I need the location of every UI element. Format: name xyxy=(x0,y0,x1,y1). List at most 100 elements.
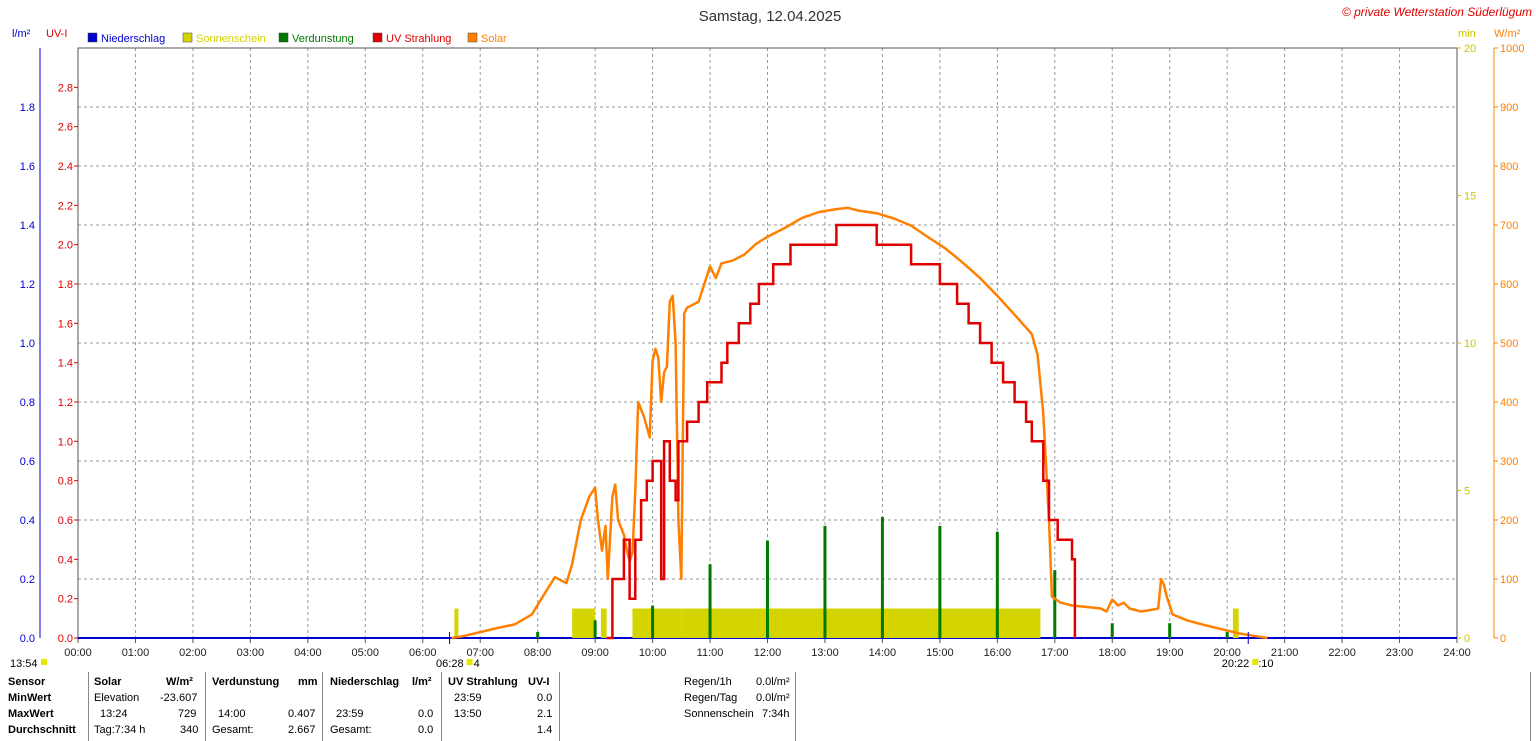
precip-tick-label-7: 1.4 xyxy=(20,220,35,232)
precip-tick-label-3: 0.6 xyxy=(20,456,35,468)
x-tick-label-7: 07:00 xyxy=(466,647,494,659)
niederschlag-head: Niederschlag xyxy=(330,676,400,688)
uv-tick-label-14: 2.8 xyxy=(58,82,73,94)
uv-tick-label-10: 2.0 xyxy=(58,240,73,252)
left-unit-uv: UV-I xyxy=(46,28,67,40)
uv-min-time: 23:59 xyxy=(454,692,482,704)
niederschlag-unit: l/m² xyxy=(412,676,432,688)
sunshine-bar-0 xyxy=(454,608,459,638)
niederschlag-avg-val: 0.0 xyxy=(418,724,434,736)
x-tick-label-0: 00:00 xyxy=(64,647,92,659)
verdunstung-avg-val: 2.667 xyxy=(288,724,316,736)
x-tick-label-1: 01:00 xyxy=(122,647,150,659)
legend-label-2: Verdunstung xyxy=(292,33,354,45)
precip-tick-label-6: 1.2 xyxy=(20,279,35,291)
sun-tick-label-1: 5 xyxy=(1464,486,1470,498)
uv-tick-label-12: 2.4 xyxy=(58,161,73,173)
x-tick-label-24: 24:00 xyxy=(1443,647,1471,659)
sunrise-sun-icon xyxy=(466,659,473,665)
sunshine-bar-5 xyxy=(1232,608,1239,638)
legend-label-1: Sonnenschein xyxy=(196,33,266,45)
precip-tick-label-0: 0.0 xyxy=(20,633,35,645)
grid xyxy=(78,48,1457,638)
sunset-sun-icon xyxy=(1252,659,1259,665)
x-tick-label-8: 08:00 xyxy=(524,647,552,659)
legend-label-4: Solar xyxy=(481,33,507,45)
niederschlag-avg-label: Gesamt: xyxy=(330,724,372,736)
uv-tick-label-11: 2.2 xyxy=(58,200,73,212)
weather-chart: Samstag, 12.04.2025 © private Wetterstat… xyxy=(10,5,1532,670)
uv-tick-label-7: 1.4 xyxy=(58,358,73,370)
uv-tick-label-4: 0.8 xyxy=(58,476,73,488)
solar-min-val: -23.607 xyxy=(160,692,198,704)
durchschnitt-label: Durchschnitt xyxy=(8,724,76,736)
legend-swatch-1 xyxy=(182,32,193,43)
uv-head: UV Strahlung xyxy=(448,676,518,688)
solar-tick-label-8: 800 xyxy=(1500,161,1518,173)
uv-tick-label-0: 0.0 xyxy=(58,633,73,645)
solar-tick-label-0: 0 xyxy=(1500,633,1506,645)
chart-title: Samstag, 12.04.2025 xyxy=(699,8,842,25)
x-tick-label-19: 19:00 xyxy=(1156,647,1184,659)
chart-marks: 06:28 4 20:22:10 13:54 xyxy=(10,206,1457,670)
precip-tick-label-5: 1.0 xyxy=(20,338,35,350)
uv-max-time: 13:50 xyxy=(454,708,482,720)
solar-tick-label-6: 600 xyxy=(1500,279,1518,291)
sun-tick-label-4: 20 xyxy=(1464,43,1476,55)
sunshine-bar-3 xyxy=(632,608,682,638)
sonnenschein-label: Sonnenschein xyxy=(684,708,754,720)
x-tick-label-5: 05:00 xyxy=(352,647,380,659)
x-tick-label-11: 11:00 xyxy=(697,647,724,659)
legend: Niederschlag Sonnenschein Verdunstung UV St… xyxy=(87,32,507,45)
x-tick-label-21: 21:00 xyxy=(1271,647,1299,659)
x-tick-label-14: 14:00 xyxy=(869,647,897,659)
solar-unit: W/m² xyxy=(166,676,193,688)
sun-tick-label-2: 10 xyxy=(1464,338,1476,350)
sunrise-label: 06:28 xyxy=(436,658,464,670)
sun-tick-label-3: 15 xyxy=(1464,191,1476,203)
solar-tick-label-4: 400 xyxy=(1500,397,1518,409)
legend-swatch-0 xyxy=(87,32,98,43)
precip-tick-label-4: 0.8 xyxy=(20,397,35,409)
legend-swatch-3 xyxy=(372,32,383,43)
solar-avg-val: 340 xyxy=(180,724,199,736)
solar-tick-label-5: 500 xyxy=(1500,338,1518,350)
x-tick-label-13: 13:00 xyxy=(811,647,839,659)
verdunstung-unit: mm xyxy=(298,676,318,688)
minwert-label: MinWert xyxy=(8,692,52,704)
x-tick-label-20: 20:00 xyxy=(1213,647,1241,659)
verdunstung-head: Verdunstung xyxy=(212,676,280,688)
sun-tick-label-0: 0 xyxy=(1464,633,1470,645)
maxwert-label: MaxWert xyxy=(8,708,54,720)
uv-tick-label-13: 2.6 xyxy=(58,122,73,134)
x-tick-label-6: 06:00 xyxy=(409,647,437,659)
uv-tick-label-1: 0.2 xyxy=(58,594,73,606)
legend-swatch-2 xyxy=(278,32,289,43)
precip-tick-label-1: 0.2 xyxy=(20,574,35,586)
sunset-mark: :10 xyxy=(1258,658,1273,670)
uv-tick-label-6: 1.2 xyxy=(58,397,73,409)
solar-max-val: 729 xyxy=(178,708,197,720)
uv-tick-label-9: 1.8 xyxy=(58,279,73,291)
verdunstung-avg-label: Gesamt: xyxy=(212,724,254,736)
right-unit-solar: W/m² xyxy=(1494,28,1521,40)
x-tick-label-12: 12:00 xyxy=(754,647,782,659)
solar-tick-label-1: 100 xyxy=(1500,574,1518,586)
solar-max-time: 13:24 xyxy=(100,708,128,720)
sensor-label: Sensor xyxy=(8,676,46,688)
solar-tick-label-3: 300 xyxy=(1500,456,1518,468)
sunshine-bar-1 xyxy=(572,608,596,638)
x-tick-label-16: 16:00 xyxy=(984,647,1012,659)
copyright-text: © private Wetterstation Süderlügum xyxy=(1342,5,1532,19)
regen1h-label: Regen/1h xyxy=(684,676,732,688)
x-tick-label-15: 15:00 xyxy=(926,647,954,659)
legend-label-3: UV Strahlung xyxy=(386,33,451,45)
legend-label-0: Niederschlag xyxy=(101,33,165,45)
right-unit-sun: min xyxy=(1458,28,1476,40)
x-tick-label-18: 18:00 xyxy=(1098,647,1126,659)
uv-tick-label-2: 0.4 xyxy=(58,554,73,566)
statistics-table: Sensor MinWert MaxWert Durchschnitt Sola… xyxy=(0,672,1536,741)
niederschlag-max-time: 23:59 xyxy=(336,708,364,720)
x-tick-label-3: 03:00 xyxy=(237,647,265,659)
sunrise-mark: 4 xyxy=(474,658,480,670)
